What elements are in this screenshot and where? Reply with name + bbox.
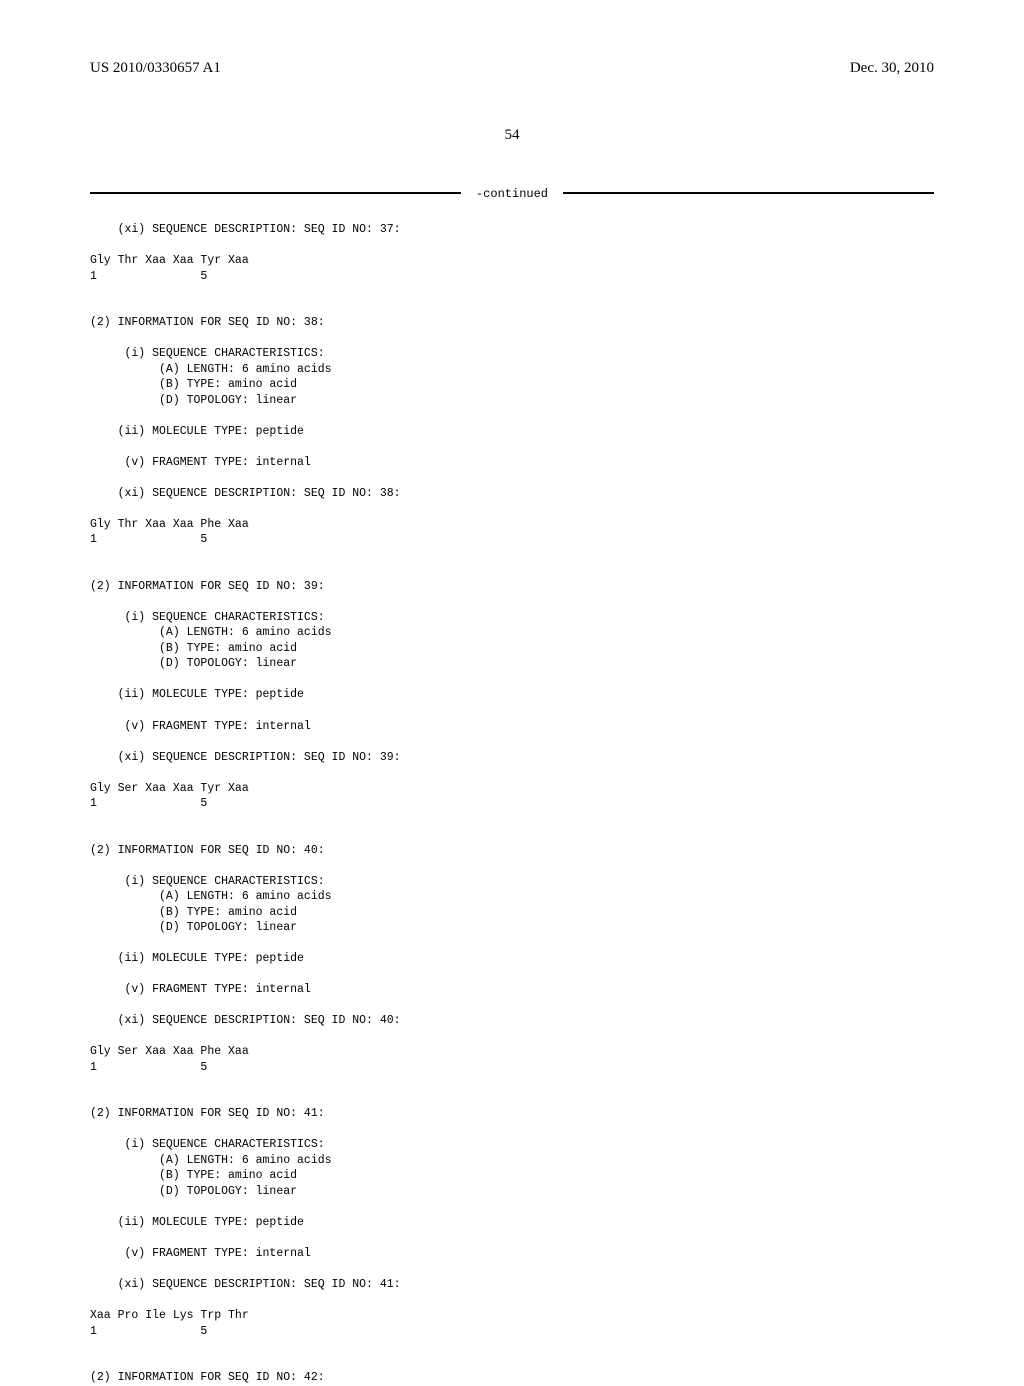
publication-number: US 2010/0330657 A1 bbox=[90, 60, 221, 77]
page-container: US 2010/0330657 A1 Dec. 30, 2010 54 -con… bbox=[0, 0, 1024, 1320]
divider-line-right bbox=[563, 192, 934, 194]
continued-divider: -continued bbox=[90, 184, 934, 202]
page-number: 54 bbox=[90, 127, 934, 144]
divider-line-left bbox=[90, 192, 461, 194]
publication-date: Dec. 30, 2010 bbox=[850, 60, 934, 77]
continued-label: -continued bbox=[470, 187, 554, 201]
page-header: US 2010/0330657 A1 Dec. 30, 2010 bbox=[90, 60, 934, 77]
sequence-listing: (xi) SEQUENCE DESCRIPTION: SEQ ID NO: 37… bbox=[90, 222, 934, 1386]
